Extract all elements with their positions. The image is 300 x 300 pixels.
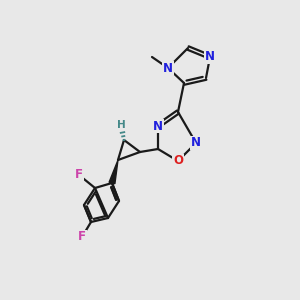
Text: H: H bbox=[117, 120, 125, 130]
Text: N: N bbox=[163, 61, 173, 74]
Text: N: N bbox=[205, 50, 215, 64]
Text: F: F bbox=[75, 169, 83, 182]
Text: N: N bbox=[191, 136, 201, 149]
Text: F: F bbox=[78, 230, 86, 244]
Text: O: O bbox=[173, 154, 183, 167]
Text: N: N bbox=[153, 119, 163, 133]
Polygon shape bbox=[109, 160, 118, 184]
